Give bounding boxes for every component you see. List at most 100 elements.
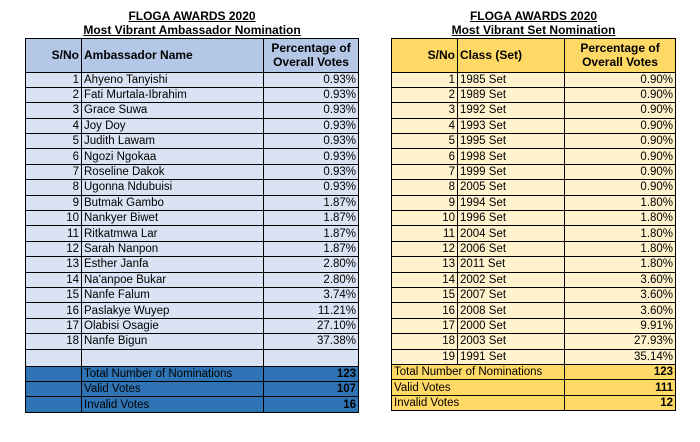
column-header-class: Class (Set) bbox=[457, 37, 565, 73]
row-number: 5 bbox=[25, 133, 82, 150]
ambassador-name: Nankyer Biwet bbox=[81, 210, 264, 227]
table-row: 12 2006 Set 1.80% bbox=[391, 240, 677, 258]
row-number: 8 bbox=[391, 179, 458, 196]
ambassador-name: Roseline Dakok bbox=[81, 163, 264, 181]
vote-percentage: 1.80% bbox=[563, 225, 677, 242]
vote-percentage: 0.93% bbox=[262, 179, 360, 196]
table-row: 14 2002 Set 3.60% bbox=[391, 271, 677, 288]
vote-percentage: 27.10% bbox=[262, 317, 360, 335]
class-set-name: 2000 Set bbox=[457, 317, 565, 335]
ambassador-name: Ugonna Ndubuisi bbox=[81, 179, 264, 196]
vote-percentage: 0.90% bbox=[563, 117, 677, 135]
totals-blank-cell bbox=[25, 365, 82, 382]
vote-percentage: 9.91% bbox=[563, 317, 677, 335]
vote-percentage: 0.90% bbox=[563, 133, 677, 150]
class-set-name: 2006 Set bbox=[457, 240, 565, 258]
table-row: 5 Judith Lawam 0.93% bbox=[25, 133, 360, 150]
ambassador-name: Joy Doy bbox=[81, 117, 264, 135]
vote-percentage: 27.93% bbox=[563, 333, 677, 350]
row-number: 15 bbox=[391, 286, 458, 304]
table-row: 1 Ahyeno Tanyishi 0.93% bbox=[25, 71, 360, 88]
table-row: 4 1993 Set 0.90% bbox=[391, 117, 677, 135]
vote-percentage: 1.80% bbox=[563, 256, 677, 273]
row-number: 16 bbox=[391, 302, 458, 319]
row-number: 18 bbox=[391, 333, 458, 350]
totals-row: Invalid Votes 12 bbox=[391, 394, 677, 412]
table-row: 9 1994 Set 1.80% bbox=[391, 194, 677, 212]
table-row: 9 Butmak Gambo 1.87% bbox=[25, 194, 360, 212]
class-set-name: 2007 Set bbox=[457, 286, 565, 304]
vote-percentage: 0.90% bbox=[563, 179, 677, 196]
vote-percentage: 0.90% bbox=[563, 86, 677, 104]
vote-percentage: 1.80% bbox=[563, 210, 677, 227]
row-number: 6 bbox=[391, 148, 458, 165]
table-subtitle: Most Vibrant Ambassador Nomination bbox=[25, 23, 359, 38]
totals-value: 123 bbox=[563, 363, 677, 381]
table-row: 1 1985 Set 0.90% bbox=[391, 71, 677, 88]
class-set-name: 1994 Set bbox=[457, 194, 565, 212]
class-set-name: 1993 Set bbox=[457, 117, 565, 135]
table-row: 7 1999 Set 0.90% bbox=[391, 163, 677, 181]
row-number: 7 bbox=[391, 163, 458, 181]
totals-value: 12 bbox=[563, 394, 677, 412]
table-row: 18 2003 Set 27.93% bbox=[391, 333, 677, 350]
row-number: 19 bbox=[391, 348, 458, 365]
ambassador-name: Na'anpoe Bukar bbox=[81, 271, 264, 288]
table-row: 12 Sarah Nanpon 1.87% bbox=[25, 240, 360, 258]
ambassador-name: Ngozi Ngokaa bbox=[81, 148, 264, 165]
ambassador-name: Olabisi Osagie bbox=[81, 317, 264, 335]
vote-percentage: 0.93% bbox=[262, 86, 360, 104]
vote-percentage: 0.90% bbox=[563, 148, 677, 165]
table-row: 4 Joy Doy 0.93% bbox=[25, 117, 360, 135]
row-number: 13 bbox=[391, 256, 458, 273]
vote-percentage: 0.90% bbox=[563, 102, 677, 119]
row-number: 8 bbox=[25, 179, 82, 196]
vote-percentage: 0.93% bbox=[262, 163, 360, 181]
ambassador-name: Sarah Nanpon bbox=[81, 240, 264, 258]
row-number: 12 bbox=[391, 240, 458, 258]
row-number: 11 bbox=[25, 225, 82, 242]
table-row: 6 1998 Set 0.90% bbox=[391, 148, 677, 165]
table-row: 2 Fati Murtala-Ibrahim 0.93% bbox=[25, 86, 360, 104]
table-row: 16 Paslakye Wuyep 11.21% bbox=[25, 302, 360, 319]
row-number: 9 bbox=[25, 194, 82, 212]
table-row: 19 1991 Set 35.14% bbox=[391, 348, 677, 365]
totals-label: Invalid Votes bbox=[81, 396, 264, 413]
class-set-name: 2002 Set bbox=[457, 271, 565, 288]
column-header-percentage: Percentage of Overall Votes bbox=[262, 37, 360, 73]
vote-percentage: 2.80% bbox=[262, 256, 360, 273]
class-set-name: 1998 Set bbox=[457, 148, 565, 165]
class-set-name: 1999 Set bbox=[457, 163, 565, 181]
table-row: 7 Roseline Dakok 0.93% bbox=[25, 163, 360, 181]
ambassador-name: Nanfe Falum bbox=[81, 286, 264, 304]
row-number: 14 bbox=[391, 271, 458, 288]
row-number: 13 bbox=[25, 256, 82, 273]
row-number: 7 bbox=[25, 163, 82, 181]
totals-label: Valid Votes bbox=[391, 379, 565, 396]
totals-label: Total Number of Nominations bbox=[81, 365, 264, 382]
class-set-name: 1989 Set bbox=[457, 86, 565, 104]
ambassador-name: Nanfe Bigun bbox=[81, 333, 264, 350]
vote-percentage: 1.87% bbox=[262, 240, 360, 258]
vote-percentage: 0.93% bbox=[262, 133, 360, 150]
table-row: 8 Ugonna Ndubuisi 0.93% bbox=[25, 179, 360, 196]
totals-blank-cell bbox=[25, 396, 82, 413]
class-set-name: 2005 Set bbox=[457, 179, 565, 196]
totals-row: Invalid Votes 16 bbox=[25, 396, 360, 413]
row-number: 2 bbox=[25, 86, 82, 104]
ambassador-name: Ahyeno Tanyishi bbox=[81, 71, 264, 88]
class-set-name: 1995 Set bbox=[457, 133, 565, 150]
row-number: 3 bbox=[25, 102, 82, 119]
vote-percentage: 1.87% bbox=[262, 225, 360, 242]
table-row: 11 Ritkatmwa Lar 1.87% bbox=[25, 225, 360, 242]
totals-label: Total Number of Nominations bbox=[391, 363, 565, 381]
class-set-name: 1991 Set bbox=[457, 348, 565, 365]
table-subtitle: Most Vibrant Set Nomination bbox=[391, 23, 676, 38]
table-row: 10 Nankyer Biwet 1.87% bbox=[25, 210, 360, 227]
class-set-name: 1996 Set bbox=[457, 210, 565, 227]
row-number: 11 bbox=[391, 225, 458, 242]
class-set-name: 1992 Set bbox=[457, 102, 565, 119]
vote-percentage: 35.14% bbox=[563, 348, 677, 365]
row-number: 17 bbox=[391, 317, 458, 335]
class-set-name: 2011 Set bbox=[457, 256, 565, 273]
